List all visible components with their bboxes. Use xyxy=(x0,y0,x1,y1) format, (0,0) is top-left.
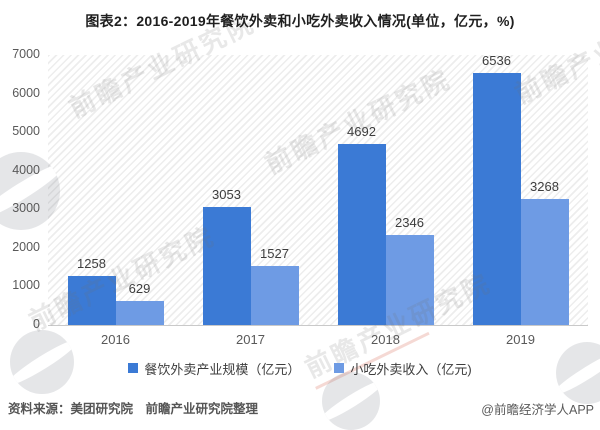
bar-value-label: 629 xyxy=(128,280,151,296)
bar-2018-series2: 2346 xyxy=(385,215,434,325)
source-text: 资料来源：美团研究院 前瞻产业研究院整理 xyxy=(8,402,259,416)
bar-2016-series1: 1258 xyxy=(67,256,116,325)
bar-group-2017: 3053 1527 xyxy=(183,55,318,325)
bar-group-2019: 6536 3268 xyxy=(453,53,588,325)
y-tick-label: 7000 xyxy=(12,47,40,61)
legend: 餐饮外卖产业规模（亿元） 小吃外卖收入（亿元) xyxy=(0,360,600,377)
y-tick-label: 0 xyxy=(33,317,40,331)
y-tick-label: 5000 xyxy=(12,124,40,139)
x-tick-label: 2016 xyxy=(101,332,130,347)
bar-2017-series1: 3053 xyxy=(202,187,251,325)
bar-group-2018: 4692 2346 xyxy=(318,55,453,325)
y-tick-label: 1000 xyxy=(12,278,40,293)
bar-value-label: 1527 xyxy=(260,246,289,262)
chart-title: 图表2：2016-2019年餐饮外卖和小吃外卖收入情况(单位，亿元，%) xyxy=(85,13,515,29)
bar-2017-series2: 1527 xyxy=(250,246,299,325)
bar-2016-series2: 629 xyxy=(115,281,164,325)
globe-watermark-icon xyxy=(322,372,380,430)
x-axis: 2016 2017 2018 2019 xyxy=(48,332,588,347)
bar-value-label: 6536 xyxy=(482,52,511,68)
bar-value-label: 2346 xyxy=(395,214,424,230)
legend-swatch-icon xyxy=(128,363,139,373)
bar-group-2016: 1258 629 xyxy=(48,55,183,325)
bar-2019-series1: 6536 xyxy=(472,53,521,325)
legend-label: 小吃外卖收入（亿元) xyxy=(350,361,472,377)
legend-swatch-icon xyxy=(334,363,345,373)
bar-value-label: 3268 xyxy=(530,178,559,194)
y-tick-label: 3000 xyxy=(12,201,40,216)
plot-area: 1258 629 3053 1527 4692 2346 6536 3268 xyxy=(48,53,588,326)
x-tick-label: 2017 xyxy=(236,332,265,347)
y-tick-label: 2000 xyxy=(12,239,40,254)
y-tick-label: 4000 xyxy=(12,162,40,177)
y-tick-label: 6000 xyxy=(12,85,40,100)
x-tick-label: 2019 xyxy=(506,332,535,347)
legend-item-1: 餐饮外卖产业规模（亿元） xyxy=(128,360,301,377)
bar-2018-series1: 4692 xyxy=(337,124,386,325)
x-tick-label: 2018 xyxy=(371,332,400,347)
legend-item-2: 小吃外卖收入（亿元) xyxy=(334,360,472,377)
bar-2019-series2: 3268 xyxy=(520,179,569,325)
legend-label: 餐饮外卖产业规模（亿元） xyxy=(144,361,301,377)
bar-value-label: 1258 xyxy=(77,256,106,272)
bar-value-label: 4692 xyxy=(347,124,376,140)
y-axis: 0 1000 2000 3000 4000 5000 6000 7000 xyxy=(0,47,40,331)
credit-text: @前瞻经济学人APP xyxy=(481,403,594,417)
bar-value-label: 3053 xyxy=(212,187,241,203)
